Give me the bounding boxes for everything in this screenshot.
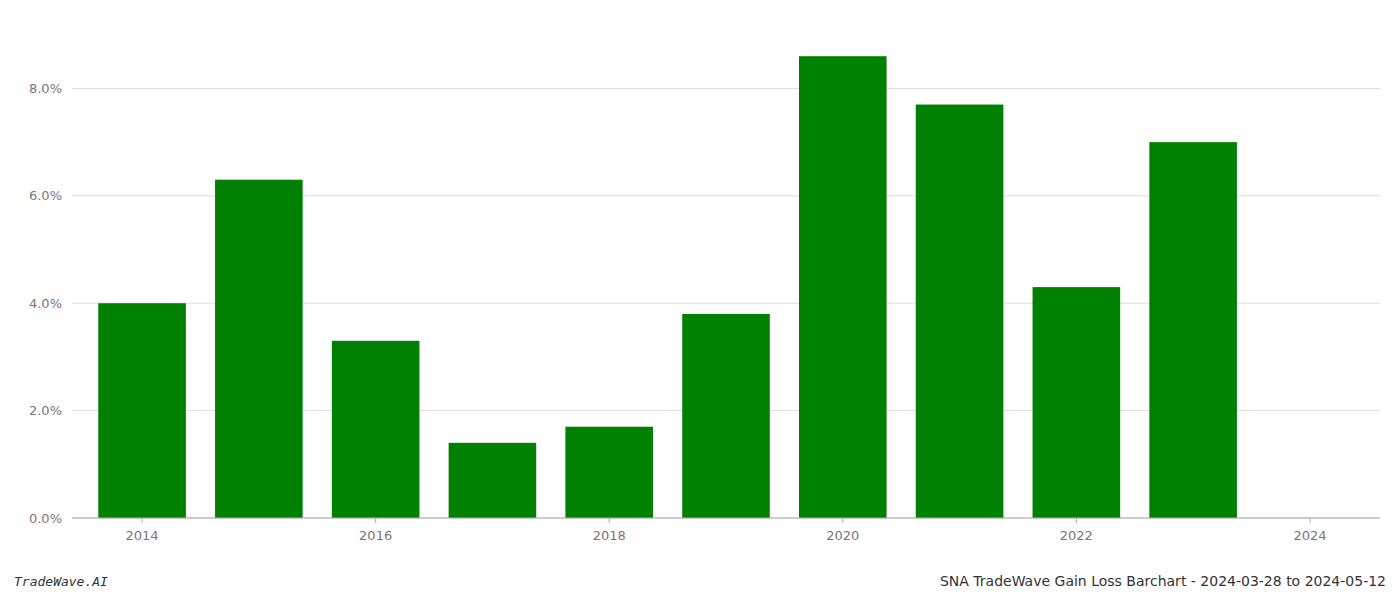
x-tick-label: 2016 — [359, 528, 392, 543]
y-grid — [72, 88, 1380, 518]
bar — [215, 180, 303, 518]
bar — [98, 303, 186, 518]
x-tick — [1076, 518, 1077, 523]
title: SNA TradeWave Gain Loss Barchart - 2024-… — [940, 573, 1386, 589]
y-tick-label: 4.0% — [29, 296, 62, 311]
grid-line — [72, 88, 1380, 89]
x-tick-label: 2014 — [126, 528, 159, 543]
x-tick — [609, 518, 610, 523]
y-tick-labels: 0.0% 2.0% 4.0% 6.0% 8.0% — [29, 81, 62, 526]
bar — [449, 443, 537, 518]
x-tick-label: 2024 — [1293, 528, 1326, 543]
x-tick — [375, 518, 376, 523]
background — [0, 0, 1400, 600]
x-tick — [1309, 518, 1310, 523]
x-axis-line — [72, 518, 1380, 519]
bar — [682, 314, 770, 518]
bar — [1149, 142, 1237, 518]
y-tick-label: 0.0% — [29, 511, 62, 526]
chart-container: 0.0% 2.0% 4.0% 6.0% 8.0% 2014 2016 2018 2020 2022… — [0, 0, 1400, 600]
x-tick — [842, 518, 843, 523]
x-tick — [142, 518, 143, 523]
x-tick-label: 2018 — [593, 528, 626, 543]
y-tick-label: 8.0% — [29, 81, 62, 96]
bar — [332, 341, 420, 518]
bar — [1033, 287, 1121, 518]
x-tick-labels: 2014 2016 2018 2020 2022 2024 — [126, 518, 1327, 543]
chart-svg: 0.0% 2.0% 4.0% 6.0% 8.0% 2014 2016 2018 2020 2022… — [0, 0, 1400, 600]
grid-line — [72, 518, 1380, 519]
x-tick-label: 2022 — [1060, 528, 1093, 543]
bar — [799, 56, 887, 518]
bars — [98, 56, 1237, 518]
watermark: TradeWave.AI — [14, 574, 108, 589]
x-tick-label: 2020 — [826, 528, 859, 543]
bar — [916, 105, 1004, 518]
bar — [565, 427, 653, 518]
y-tick-label: 6.0% — [29, 188, 62, 203]
y-tick-label: 2.0% — [29, 403, 62, 418]
